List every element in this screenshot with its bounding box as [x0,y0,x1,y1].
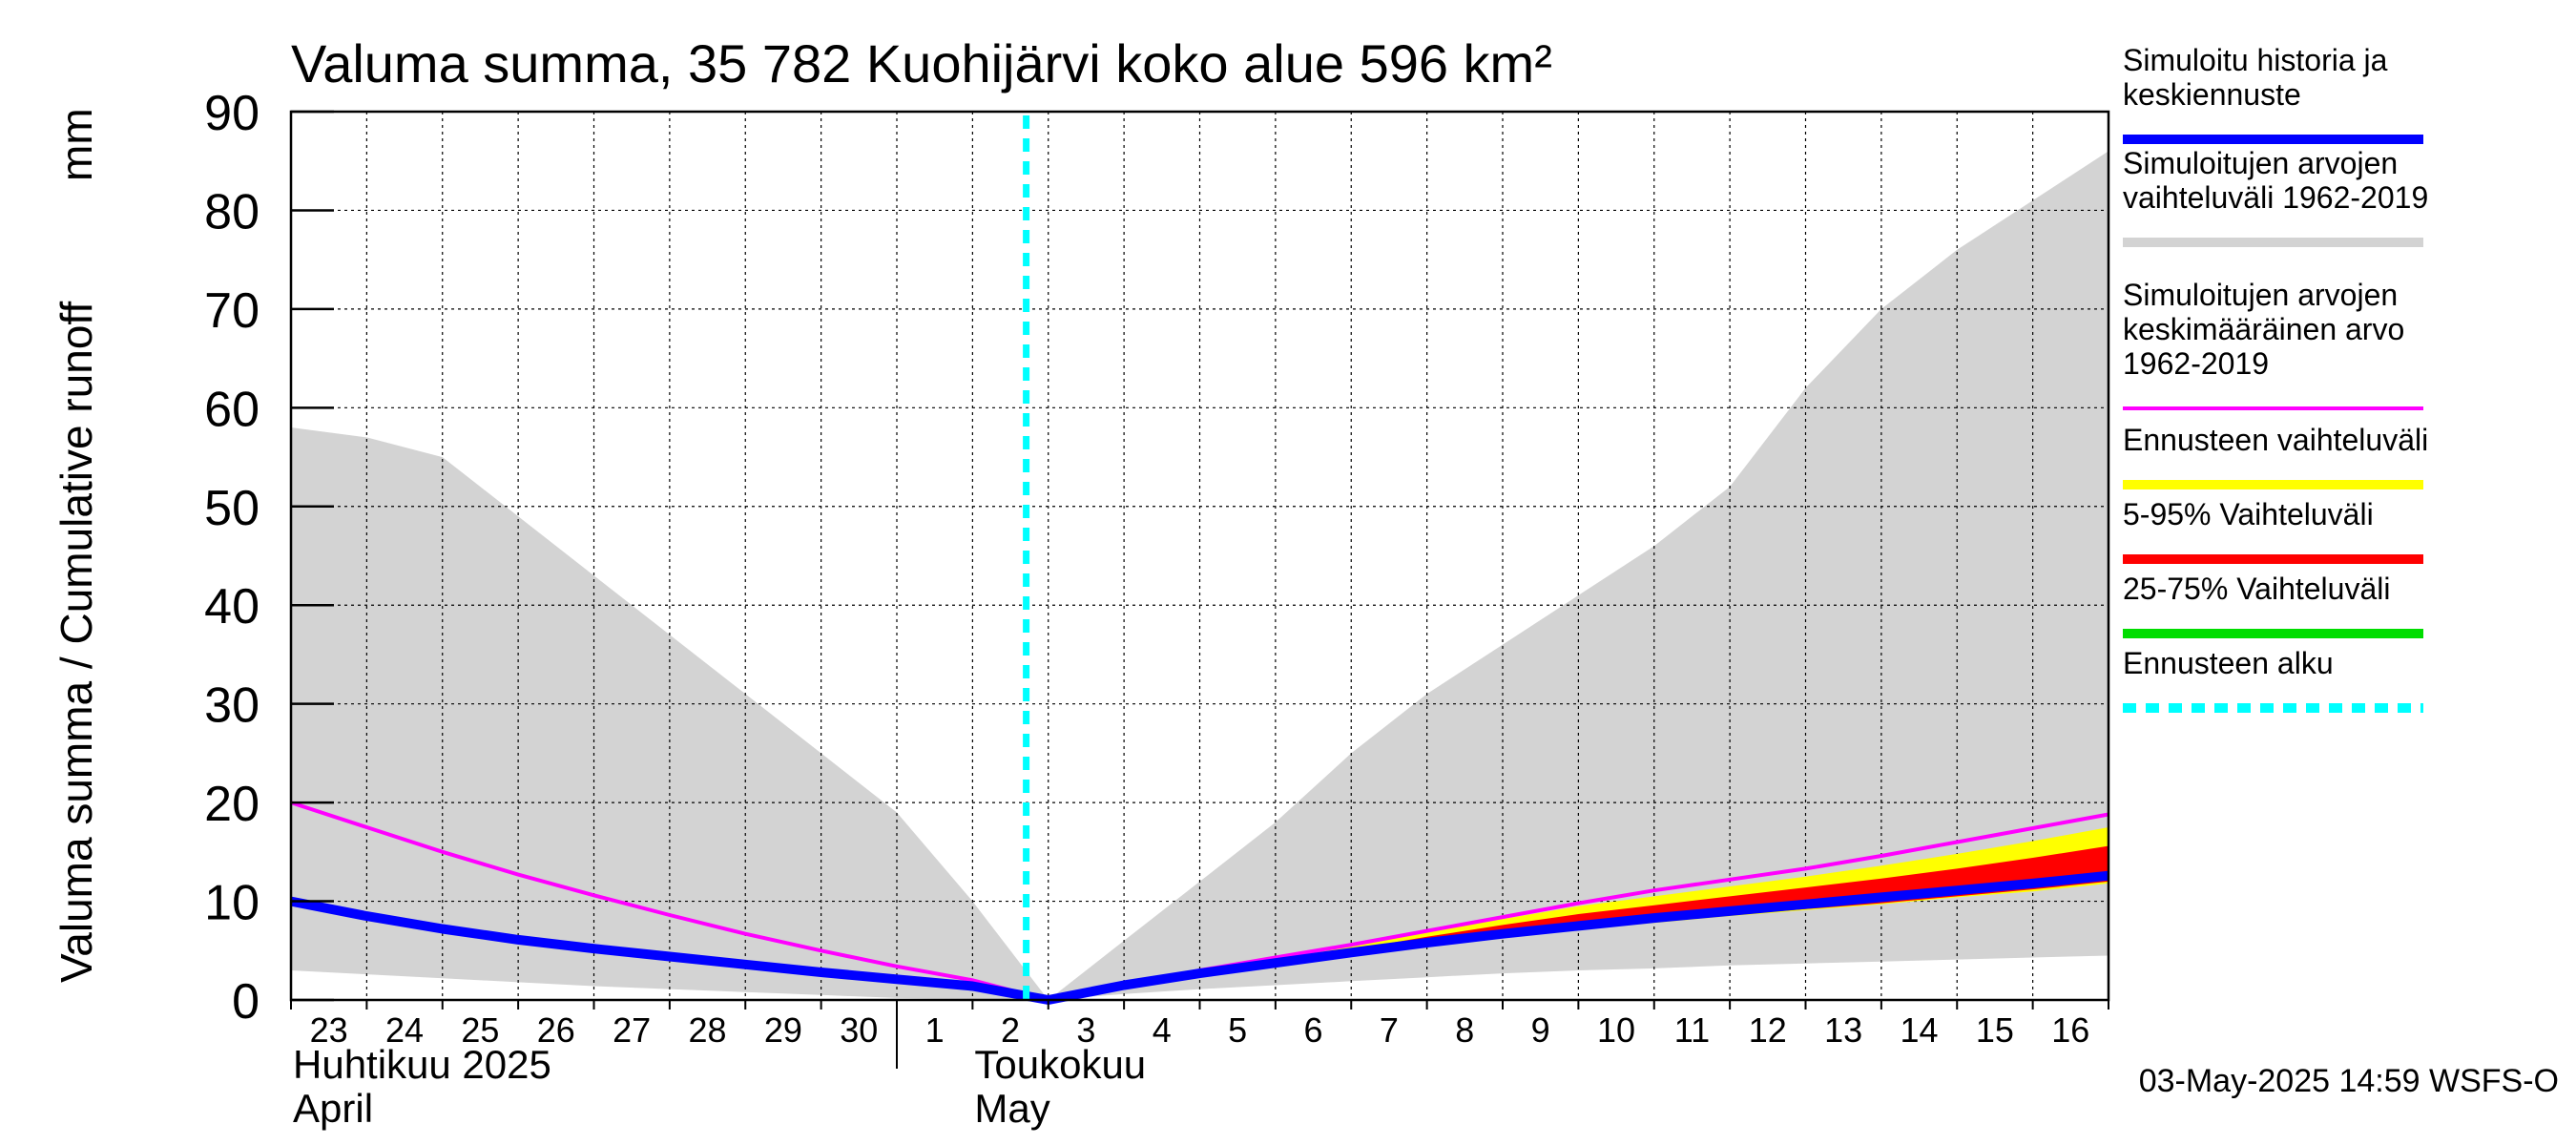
y-axis-unit: mm [52,108,101,181]
month-label-en: May [974,1086,1049,1131]
history-forecast-line [290,870,2109,1005]
x-tick-label: 11 [1674,1010,1710,1050]
x-tick-label: 15 [1976,1010,2014,1050]
legend-label: Simuloitujen arvojen [2123,146,2398,180]
month-label-fi: Huhtikuu 2025 [293,1042,551,1087]
x-tick-label: 13 [1824,1010,1862,1050]
y-tick-label: 40 [204,579,260,635]
legend-label: Simuloitujen arvojen [2123,278,2398,312]
plot-area [289,110,2110,1005]
month-label-en: April [293,1086,373,1131]
x-tick-label: 29 [764,1010,802,1050]
legend-label: Ennusteen vaihteluväli [2123,423,2428,457]
y-tick-label: 30 [204,678,260,734]
x-tick-label: 1 [925,1010,945,1050]
x-tick-label: 26 [537,1010,575,1050]
x-tick-label: 16 [2051,1010,2089,1050]
y-tick-label: 10 [204,876,260,931]
x-tick-label: 27 [613,1010,651,1050]
legend-label: 1962-2019 [2123,346,2269,381]
y-tick-label: 0 [232,974,260,1030]
x-tick-label: 8 [1455,1010,1474,1050]
y-tick-label: 80 [204,184,260,239]
x-tick-label: 25 [461,1010,499,1050]
x-tick-label: 2 [1001,1010,1020,1050]
x-tick-label: 23 [310,1010,348,1050]
x-tick-label: 5 [1228,1010,1247,1050]
x-tick-label: 3 [1076,1010,1095,1050]
legend-label: keskimääräinen arvo [2123,312,2404,346]
x-axis: 23 24 25 26 27 28 29 30 1 2 3 4 5 6 7 8 9 10 11 12 13 14 15 16H… [290,1000,2109,1131]
x-tick-label: 12 [1749,1010,1787,1050]
legend-label: 5-95% Vaihteluväli [2123,497,2374,531]
y-tick-label: 60 [204,382,260,437]
chart-title: Valuma summa, 35 782 Kuohijärvi koko alu… [291,33,1552,94]
x-tick-label: 10 [1597,1010,1635,1050]
month-label-fi: Toukokuu [974,1042,1146,1087]
x-tick-label: 30 [840,1010,878,1050]
y-tick-label: 50 [204,481,260,536]
x-tick-label: 28 [689,1010,727,1050]
x-tick-label: 14 [1901,1010,1939,1050]
legend-label: vaihteluväli 1962-2019 [2123,180,2428,215]
x-tick-label: 9 [1531,1010,1550,1050]
x-tick-label: 6 [1304,1010,1323,1050]
x-tick-label: 4 [1153,1010,1172,1050]
legend-label: Simuloitu historia ja [2123,43,2388,77]
timestamp-footer: 03-May-2025 14:59 WSFS-O [2139,1063,2559,1099]
y-tick-label: 90 [204,86,260,141]
y-axis: 0 10 20 30 40 50 60 70 80 90 [204,86,334,1030]
legend-label: 25-75% Vaihteluväli [2123,572,2390,606]
x-tick-label: 7 [1380,1010,1399,1050]
legend-label: Ennusteen alku [2123,646,2334,680]
x-tick-label: 24 [385,1010,424,1050]
y-axis-label: Valuma summa / Cumulative runoff [52,302,101,983]
y-tick-label: 20 [204,777,260,832]
y-tick-label: 70 [204,283,260,339]
legend-label: keskiennuste [2123,77,2301,112]
